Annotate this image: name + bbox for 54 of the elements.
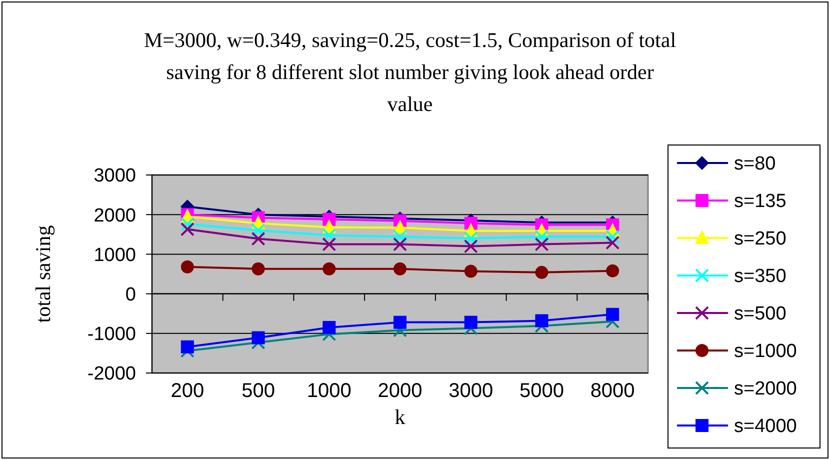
y-tick-label: 3000 <box>94 166 136 187</box>
y-tick-label: -2000 <box>87 364 136 385</box>
point <box>535 266 548 279</box>
point <box>322 237 336 252</box>
legend-label: s=1000 <box>734 341 797 362</box>
point <box>251 336 266 350</box>
point <box>322 262 336 276</box>
x-tick-label: 200 <box>170 380 204 402</box>
point <box>535 314 548 328</box>
point <box>251 232 266 246</box>
legend-label: s=135 <box>734 191 786 212</box>
point <box>534 237 549 252</box>
y-tick-label: 1000 <box>94 244 136 266</box>
point <box>606 236 620 250</box>
point <box>251 223 266 238</box>
legend-label: s=500 <box>734 304 786 325</box>
point <box>464 239 478 254</box>
point <box>393 230 407 244</box>
x-tick-label: 8000 <box>590 380 635 402</box>
point <box>180 260 194 274</box>
legend-label: s=350 <box>734 266 786 288</box>
x-tick-label: 500 <box>242 380 275 402</box>
point <box>252 331 265 344</box>
point <box>394 262 406 276</box>
legend-label: s=80 <box>734 154 776 175</box>
x-tick-label: 1000 <box>306 380 352 402</box>
point <box>534 230 549 244</box>
point <box>322 320 336 334</box>
point <box>394 316 406 329</box>
point <box>606 264 620 278</box>
chart-title: M=3000, w=0.349, saving=0.25, cost=1.5, Comparison of total saving for 8 different slot number giving look ahead order value <box>144 28 676 116</box>
point <box>180 222 194 236</box>
x-tick-label: 5000 <box>519 380 564 402</box>
legend-label: s=2000 <box>734 378 797 400</box>
point <box>180 217 194 232</box>
point <box>464 264 478 278</box>
point <box>606 314 620 329</box>
y-tick-label: -1000 <box>87 324 136 346</box>
point <box>606 230 620 244</box>
x-tick-label: 3000 <box>448 380 494 402</box>
legend-label: s=250 <box>734 228 786 250</box>
point <box>464 231 478 246</box>
y-tick-label: 0 <box>125 284 136 306</box>
y-axis-title: total saving <box>31 224 55 323</box>
x-axis-title: k <box>394 405 406 429</box>
x-tick-label: 2000 <box>378 380 422 402</box>
point <box>252 262 265 276</box>
y-tick-label: 2000 <box>94 205 136 226</box>
point <box>606 308 620 321</box>
point <box>393 237 407 252</box>
point <box>180 340 194 354</box>
point <box>322 228 336 242</box>
legend-label: s=4000 <box>734 416 797 438</box>
point <box>464 316 478 329</box>
